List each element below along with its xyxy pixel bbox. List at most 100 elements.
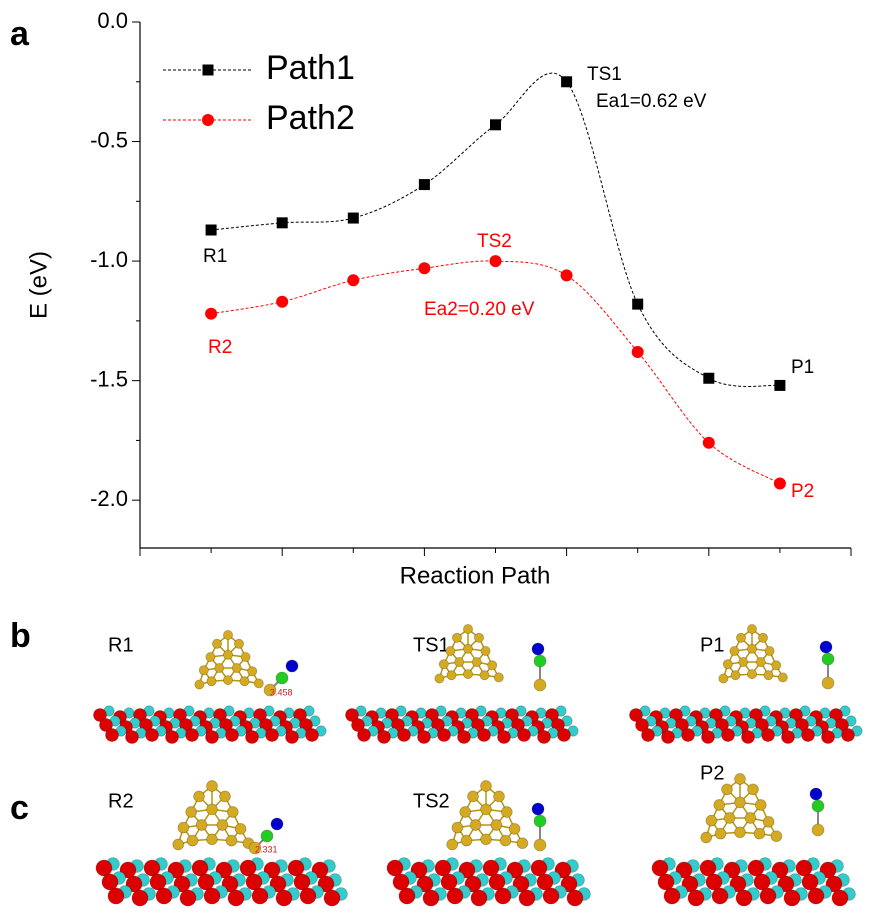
atom [226, 835, 237, 846]
atom [688, 890, 704, 906]
bond-length: 2.331 [255, 844, 278, 854]
atom [517, 838, 528, 849]
atom [495, 888, 511, 904]
atom [471, 890, 487, 906]
atom [808, 888, 824, 904]
data-point [347, 274, 359, 286]
data-point [490, 119, 501, 130]
annotation: TS1 [587, 64, 622, 85]
atom [207, 677, 216, 686]
annotation: R1 [203, 246, 227, 267]
atom [842, 729, 855, 742]
atom [452, 822, 463, 833]
atom [534, 679, 546, 691]
atom [217, 820, 228, 831]
atom [215, 663, 224, 672]
atom [812, 800, 824, 812]
atom [254, 679, 263, 688]
atom [252, 888, 268, 904]
data-point [632, 346, 644, 358]
y-tick-label: 0.0 [97, 8, 128, 33]
atom [460, 807, 471, 818]
atom [378, 731, 391, 744]
atom [714, 800, 725, 811]
series-line [211, 261, 780, 484]
atom [534, 655, 546, 667]
atom [240, 677, 249, 686]
atom [144, 860, 160, 876]
atom [294, 874, 310, 890]
atom [461, 835, 472, 846]
data-point [419, 179, 430, 190]
atom [483, 860, 499, 876]
atom [762, 729, 775, 742]
atom [567, 890, 583, 906]
atom [207, 834, 218, 845]
data-point [561, 76, 572, 87]
atom [286, 731, 299, 744]
atom [240, 860, 256, 876]
atom [398, 729, 411, 742]
structure-label: R1 [108, 634, 134, 656]
atom [488, 661, 497, 670]
atom [458, 731, 471, 744]
annotation: P2 [791, 481, 814, 502]
structure-label: TS2 [413, 790, 450, 812]
atom [192, 860, 208, 876]
atom [742, 731, 755, 744]
atom [765, 646, 774, 655]
atom [266, 729, 279, 742]
data-point [632, 299, 643, 310]
atom [435, 860, 451, 876]
atom [747, 644, 756, 653]
atom [472, 657, 481, 666]
atom [532, 803, 544, 815]
atom [204, 888, 220, 904]
atom [715, 828, 726, 839]
annotation: P1 [791, 357, 814, 378]
data-point [348, 213, 359, 224]
legend-label: Path1 [266, 49, 355, 87]
atom [455, 657, 464, 666]
atom [735, 827, 746, 838]
atom [760, 888, 776, 904]
atom [212, 639, 221, 648]
atom [441, 874, 457, 890]
atom [276, 890, 292, 906]
atom [480, 671, 489, 680]
data-point [205, 308, 217, 320]
panel-label: c [10, 789, 29, 827]
annotation: Ea2=0.20 eV [424, 299, 535, 320]
atom [248, 667, 257, 676]
atom [735, 797, 746, 808]
legend-marker [202, 114, 214, 126]
atom [700, 860, 716, 876]
atom [532, 643, 544, 655]
atom [235, 823, 246, 834]
atom [194, 791, 205, 802]
y-tick-label: -0.5 [90, 127, 128, 152]
atom [228, 890, 244, 906]
atom [534, 815, 546, 827]
atom [519, 890, 535, 906]
atom [719, 674, 728, 683]
atom [822, 653, 834, 665]
atom [782, 731, 795, 744]
atom [764, 671, 773, 680]
atom [246, 874, 262, 890]
atom [810, 788, 822, 800]
atom [206, 652, 215, 661]
data-point [206, 225, 217, 236]
panel-label: b [10, 617, 31, 655]
atom [682, 729, 695, 742]
atom [712, 888, 728, 904]
atom [735, 774, 746, 785]
x-axis-label: Reaction Path [400, 562, 551, 589]
atom [745, 813, 756, 824]
atom [306, 729, 319, 742]
atom [501, 807, 512, 818]
structure-label: P2 [700, 762, 724, 784]
atom [756, 657, 765, 666]
atom [180, 890, 196, 906]
atom [468, 791, 479, 802]
